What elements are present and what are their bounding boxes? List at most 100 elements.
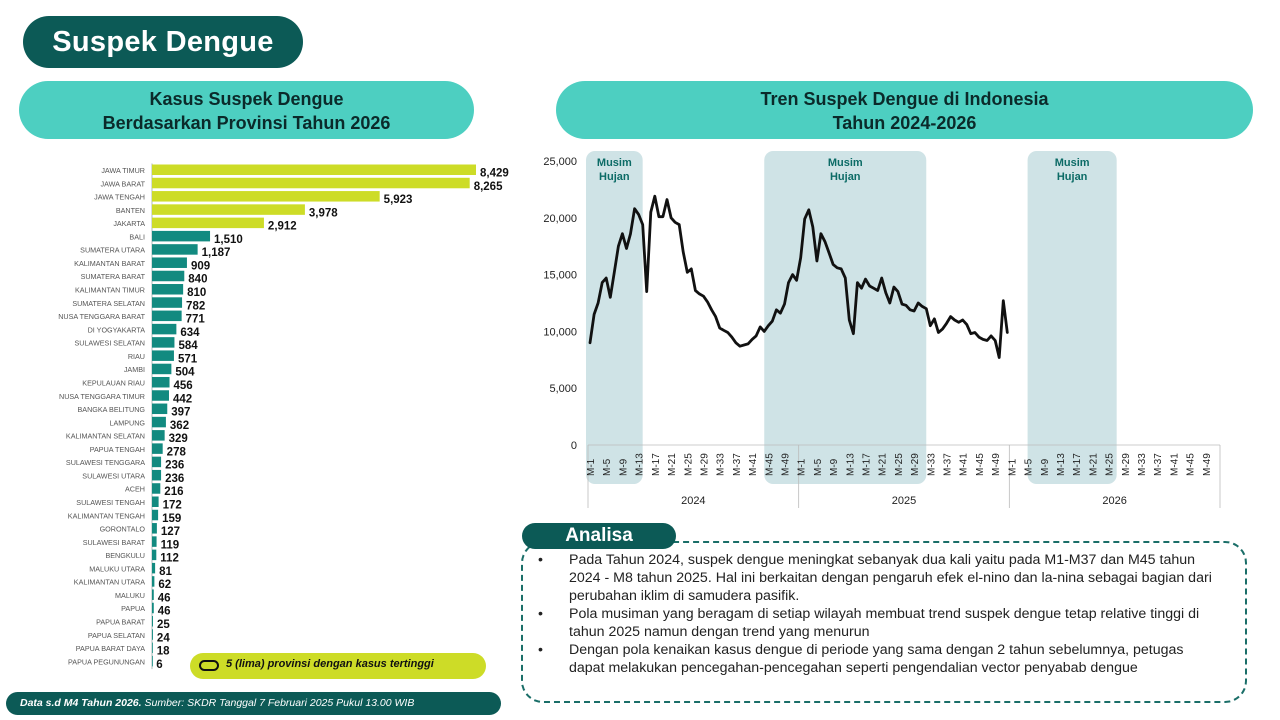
footer-note: Data s.d M4 Tahun 2026. Sumber: SKDR Tan…	[6, 692, 501, 715]
y-tick-label: 25,000	[543, 156, 577, 168]
bar-value-label: 782	[186, 300, 205, 312]
x-tick-label: M-21	[667, 453, 678, 476]
bar-value-label: 362	[170, 420, 189, 432]
analysis-list: Pada Tahun 2024, suspek dengue meningkat…	[538, 551, 1218, 677]
bar-value-label: 634	[180, 327, 200, 339]
analysis-box	[521, 541, 1247, 703]
x-tick-label: M-5	[602, 458, 613, 476]
bar-category-label: JAWA BARAT	[101, 179, 146, 188]
trend-line-chart: Musim Hujan Musim Hujan Musim Hujan 25,000 20,0…	[543, 151, 1221, 508]
bar-value-label: 6	[156, 659, 162, 671]
year-label: 2026	[1102, 495, 1126, 507]
x-tick-label: M-29	[1121, 453, 1132, 476]
year-label: 2025	[892, 495, 916, 507]
bar-value-label: 216	[164, 486, 183, 498]
x-tick-label: M-21	[878, 453, 889, 476]
bar	[152, 589, 154, 600]
bar	[152, 191, 380, 202]
bar-value-label: 329	[169, 433, 188, 445]
bar	[152, 509, 159, 521]
x-tick-label: M-49	[1202, 453, 1213, 476]
bar-value-label: 397	[171, 407, 190, 419]
bar-category-label: NUSA TENGGARA TIMUR	[59, 392, 145, 401]
bar-value-label: 46	[158, 592, 171, 604]
page-title: Suspek Dengue	[23, 16, 303, 68]
x-tick-label: M-41	[959, 453, 970, 476]
bar-value-label: 5,923	[384, 194, 413, 206]
trend-chart-header: Tren Suspek Dengue di Indonesia Tahun 20…	[556, 81, 1253, 139]
bar-category-label: SUMATERA UTARA	[80, 246, 145, 255]
bar-category-label: KALIMANTAN UTARA	[74, 578, 145, 587]
bar	[152, 284, 184, 295]
x-tick-label: M-33	[1137, 453, 1148, 476]
bar-value-label: 2,912	[268, 221, 297, 233]
bar-category-label: KALIMANTAN TENGAH	[68, 511, 145, 520]
x-tick-label: M-33	[716, 453, 727, 476]
bar	[152, 376, 170, 388]
bar-category-label: BANTEN	[116, 206, 145, 215]
bar-value-label: 571	[178, 353, 198, 365]
x-tick-label: M-25	[683, 453, 694, 476]
bar-value-label: 771	[186, 314, 206, 326]
province-chart-subtitle: Berdasarkan Provinsi Tahun 2026	[102, 113, 391, 133]
bar-category-label: SUMATERA SELATAN	[72, 299, 145, 308]
band-label: Musim	[1055, 157, 1090, 169]
x-tick-label: M-25	[1105, 453, 1116, 476]
bar	[152, 270, 185, 282]
bar	[152, 456, 162, 468]
x-tick-label: M-5	[1024, 458, 1035, 476]
bar-value-label: 3,978	[309, 207, 338, 219]
bar-value-label: 442	[173, 393, 192, 405]
bar	[152, 164, 476, 175]
x-tick-label: M-9	[618, 458, 629, 476]
x-tick-label: M-41	[1169, 453, 1180, 476]
bar-value-label: 62	[158, 579, 171, 591]
bar-category-label: JAWA TENGAH	[94, 193, 145, 202]
bar-value-label: 81	[159, 566, 172, 578]
bar-category-label: KALIMANTAN SELATAN	[66, 432, 145, 441]
x-tick-label: M-37	[1153, 453, 1164, 476]
x-tick-label: M-45	[975, 453, 986, 476]
bar-value-label: 840	[188, 274, 207, 286]
x-tick-label: M-25	[894, 453, 905, 476]
band-label: Hujan	[1057, 171, 1088, 183]
x-tick-label: M-49	[780, 453, 791, 476]
bar-value-label: 172	[163, 500, 182, 512]
bar-value-label: 278	[167, 446, 187, 458]
x-tick-label: M-17	[1072, 453, 1083, 476]
bar	[152, 244, 198, 255]
bar	[152, 642, 153, 654]
province-chart-header: Kasus Suspek Dengue Berdasarkan Provinsi…	[19, 81, 474, 139]
analysis-bullet: Pola musiman yang beragam di setiap wila…	[538, 605, 1218, 641]
bar	[152, 655, 153, 667]
bar-value-label: 127	[161, 526, 180, 538]
bar	[152, 523, 157, 534]
x-tick-label: M-1	[797, 458, 808, 476]
bar	[152, 257, 187, 268]
y-tick-label: 15,000	[543, 270, 577, 282]
bar	[152, 217, 264, 229]
bar	[152, 416, 166, 428]
bar-category-label: JAWA TIMUR	[101, 166, 145, 175]
x-tick-label: M-9	[1040, 458, 1051, 476]
bar	[152, 350, 174, 361]
bar-category-label: ACEH	[125, 485, 145, 494]
bar	[152, 297, 183, 308]
bar-category-label: JAMBI	[124, 365, 145, 374]
bar-category-label: PAPUA PEGUNUNGAN	[68, 657, 145, 666]
bar-category-label: LAMPUNG	[109, 418, 145, 427]
bar	[152, 337, 175, 348]
bar-value-label: 504	[175, 367, 195, 379]
bar	[152, 177, 470, 189]
bar-category-label: RIAU	[128, 352, 145, 361]
legend: 5 (lima) provinsi dengan kasus tertinggi	[190, 653, 486, 679]
x-tick-label: M-1	[1007, 458, 1018, 476]
bar-category-label: SULAWESI TENGGARA	[66, 458, 145, 467]
bar	[152, 549, 157, 561]
footer-source: Sumber: SKDR Tanggal 7 Februari 2025 Puk…	[141, 697, 415, 709]
bar	[152, 403, 168, 415]
bar-category-label: SUMATERA BARAT	[81, 272, 146, 281]
bar	[152, 602, 154, 614]
x-tick-label: M-1	[586, 458, 597, 476]
bar-value-label: 810	[187, 287, 206, 299]
